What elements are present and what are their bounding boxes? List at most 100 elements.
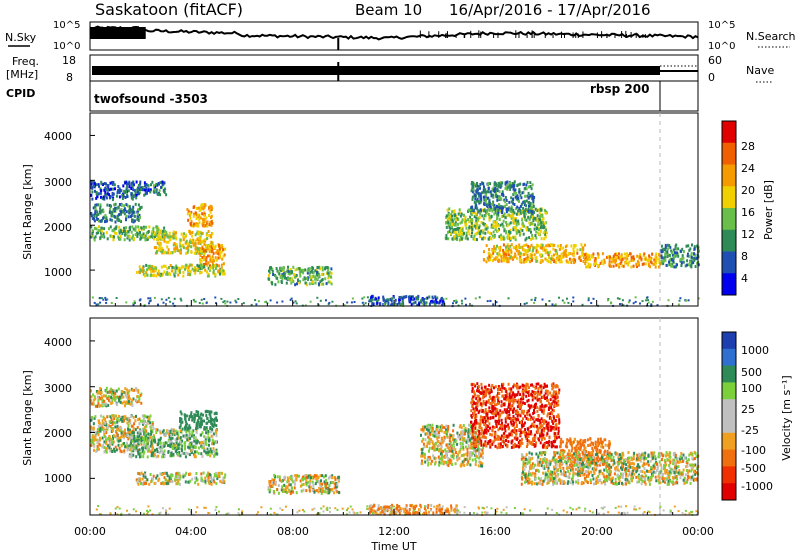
power-cell (567, 260, 570, 264)
power-cell (268, 274, 270, 278)
velocity-cell (318, 486, 321, 490)
velocity-cell (189, 437, 192, 441)
velocity-cell (195, 424, 198, 428)
velocity-cell (138, 452, 141, 456)
power-cell (673, 265, 676, 269)
power-cell (145, 183, 148, 186)
velocity-cell (90, 400, 93, 404)
velocity-cell (137, 482, 140, 486)
power-cell (104, 214, 107, 217)
power-cell (290, 278, 293, 282)
power-cell (314, 275, 317, 279)
power-cell (149, 297, 152, 300)
velocity-cell (289, 476, 292, 479)
power-cell (112, 187, 115, 191)
power-cell (498, 251, 501, 255)
power-cell (331, 300, 334, 303)
power-cell (515, 195, 517, 199)
velocity-cell (443, 431, 446, 434)
velocity-cell (138, 417, 141, 421)
velocity-cell (436, 432, 439, 436)
velocity-cell (285, 488, 288, 492)
velocity-cell (320, 491, 323, 495)
power-cell (482, 190, 485, 194)
velocity-cell (152, 427, 155, 431)
velocity-cell (206, 410, 209, 413)
power-cell (315, 277, 318, 281)
velocity-cell (161, 451, 164, 455)
velocity-cell (124, 415, 127, 419)
velocity-cell (206, 428, 209, 432)
power-cell (124, 208, 127, 212)
power-cell (149, 299, 152, 302)
power-cell (484, 236, 487, 240)
velocity-cell (178, 437, 181, 440)
power-cell (457, 233, 460, 237)
power-cell (651, 300, 654, 303)
power-cell (185, 246, 188, 250)
power-cell (549, 257, 552, 261)
power-cell (126, 204, 129, 208)
power-cell (137, 228, 140, 232)
velocity-cell (112, 427, 115, 431)
velocity-cell (107, 403, 110, 407)
power-cell (510, 210, 513, 214)
power-cell (621, 264, 624, 268)
velocity-cell (103, 450, 106, 454)
velocity-cell (99, 414, 102, 418)
power-cell (539, 229, 542, 233)
power-cell (114, 202, 117, 206)
power-cell (223, 253, 226, 257)
power-cell (476, 223, 479, 227)
power-cell (211, 260, 214, 264)
power-cell (511, 201, 514, 205)
power-cell (165, 240, 168, 244)
power-cell (220, 263, 223, 267)
velocity-cell (191, 448, 194, 452)
power-cell (118, 195, 121, 199)
velocity-cell (293, 482, 296, 486)
power-cell (201, 256, 204, 259)
power-cell (415, 298, 418, 301)
power-cell (489, 205, 492, 208)
velocity-cell (112, 393, 115, 396)
velocity-cell (169, 445, 172, 448)
velocity-cell (147, 415, 150, 419)
power-cell (486, 203, 489, 207)
velocity-cell (156, 474, 159, 478)
power-cell (182, 246, 185, 250)
power-cell (539, 207, 542, 211)
power-cell (250, 303, 253, 306)
velocity-cell (115, 430, 117, 433)
power-cell (630, 265, 633, 269)
power-cell (474, 211, 477, 215)
velocity-cell (455, 504, 458, 508)
velocity-cell (213, 480, 216, 484)
power-cell (527, 215, 530, 219)
power-cell (200, 203, 203, 207)
power-cell (97, 219, 100, 223)
velocity-cell (326, 491, 329, 495)
power-cell (500, 184, 503, 188)
velocity-cell (169, 443, 172, 447)
power-cell (662, 247, 665, 251)
power-cell (177, 266, 180, 270)
velocity-cell (289, 492, 292, 496)
velocity-cell (381, 506, 384, 510)
power-cell (163, 264, 165, 268)
power-cell (327, 272, 330, 276)
velocity-cell (136, 426, 139, 429)
velocity-cell (115, 414, 117, 418)
power-cell (547, 251, 550, 255)
power-cell (497, 211, 500, 214)
velocity-cell (204, 436, 207, 440)
velocity-cell (119, 438, 122, 442)
power-cell (525, 218, 528, 222)
velocity-cell (206, 479, 209, 483)
velocity-cell (324, 474, 327, 478)
power-cell (205, 233, 208, 237)
velocity-cell (105, 438, 107, 442)
power-cell (505, 199, 508, 202)
power-cell (455, 236, 458, 240)
power-cell (94, 204, 97, 208)
